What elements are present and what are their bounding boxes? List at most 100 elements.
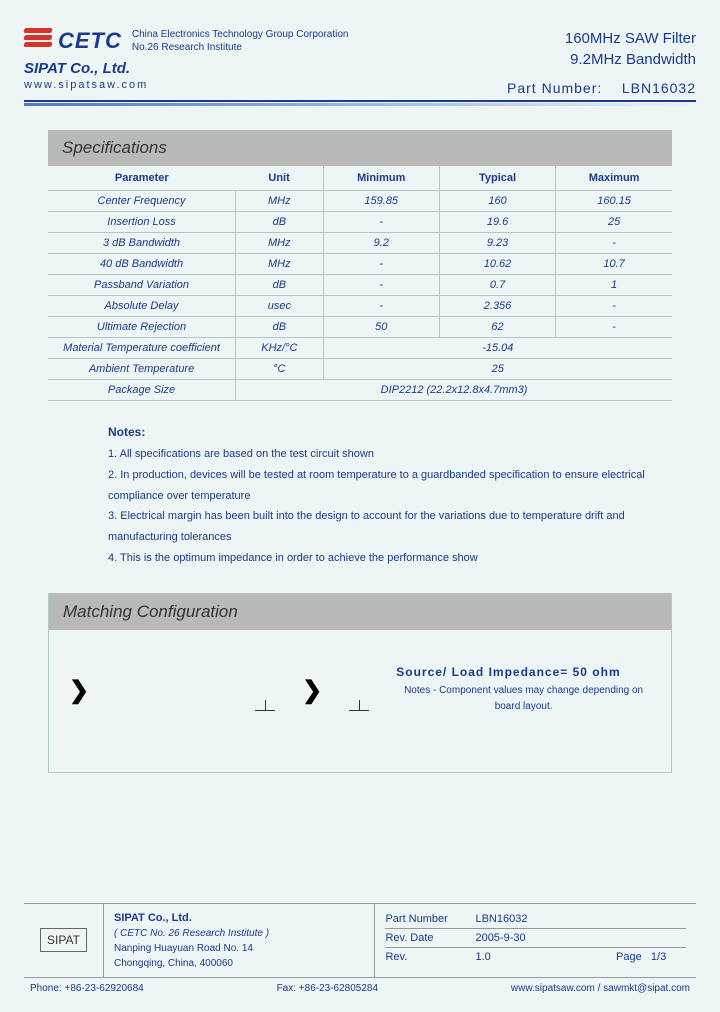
- note-item: 2. In production, devices will be tested…: [108, 465, 672, 507]
- footer-rev-value: 1.0: [475, 951, 616, 963]
- footer-logo-cell: SIPAT: [24, 904, 104, 978]
- table-cell: 10.62: [439, 254, 555, 275]
- table-cell: Center Frequency: [48, 191, 236, 212]
- col-min: Minimum: [323, 166, 439, 191]
- page-label: Page: [616, 951, 642, 963]
- footer-rev-label: Rev.: [385, 951, 475, 963]
- corp-line2: No.26 Research Institute: [132, 41, 349, 54]
- table-cell: -: [556, 233, 672, 254]
- footer-addr2: Chongqing, China, 400060: [114, 956, 364, 971]
- cetc-logo-icon: [24, 28, 52, 52]
- table-cell: usec: [236, 296, 324, 317]
- matching-content: ❯ ❯ Source/ Load Impedance= 50 ohm Notes…: [49, 630, 671, 750]
- table-cell: MHz: [236, 233, 324, 254]
- impedance-text: Source/ Load Impedance= 50 ohm Notes - C…: [396, 665, 651, 715]
- table-cell: Ambient Temperature: [48, 359, 236, 380]
- table-cell: DIP2212 (22.2x12.8x4.7mm3): [236, 380, 672, 401]
- table-cell: °C: [236, 359, 324, 380]
- sipat-url: www.sipatsaw.com: [24, 79, 349, 91]
- table-cell: dB: [236, 275, 324, 296]
- footer-box: SIPAT SIPAT Co., Ltd. ( CETC No. 26 Rese…: [24, 903, 696, 979]
- table-cell: -: [556, 317, 672, 338]
- note-item: 1. All specifications are based on the t…: [108, 444, 672, 465]
- ground-icon: [248, 700, 282, 720]
- footer-fax: Fax: +86-23-62805284: [277, 983, 378, 994]
- table-cell: 3 dB Bandwidth: [48, 233, 236, 254]
- table-cell: Absolute Delay: [48, 296, 236, 317]
- cetc-brand: CETC: [58, 28, 122, 54]
- table-cell: -: [323, 212, 439, 233]
- table-row: 3 dB BandwidthMHz9.29.23-: [48, 233, 672, 254]
- impedance-title: Source/ Load Impedance= 50 ohm: [396, 665, 651, 679]
- datasheet-page: CETC China Electronics Technology Group …: [0, 0, 720, 1012]
- logo-row: CETC China Electronics Technology Group …: [24, 28, 349, 54]
- footer: SIPAT SIPAT Co., Ltd. ( CETC No. 26 Rese…: [24, 903, 696, 995]
- col-typ: Typical: [439, 166, 555, 191]
- footer-rev-row: Rev. 1.0 Page 1/3: [385, 948, 686, 966]
- footer-page: Page 1/3: [616, 951, 686, 963]
- col-parameter: Parameter: [48, 166, 236, 191]
- part-value: LBN16032: [622, 80, 696, 96]
- sipat-company: SIPAT Co., Ltd.: [24, 60, 349, 77]
- table-cell: -: [323, 254, 439, 275]
- table-row: Ambient Temperature°C25: [48, 359, 672, 380]
- table-cell: Material Temperature coefficient: [48, 338, 236, 359]
- table-cell: MHz: [236, 254, 324, 275]
- table-cell: 19.6: [439, 212, 555, 233]
- footer-part-row: Part Number LBN16032: [385, 910, 686, 929]
- table-cell: -: [323, 275, 439, 296]
- table-cell: Ultimate Rejection: [48, 317, 236, 338]
- table-cell: 160.15: [556, 191, 672, 212]
- table-cell: 1: [556, 275, 672, 296]
- footer-institute: ( CETC No. 26 Research Institute ): [114, 926, 364, 941]
- specs-header-row: Parameter Unit Minimum Typical Maximum: [48, 166, 672, 191]
- matching-title: Matching Configuration: [49, 594, 671, 630]
- table-cell: Insertion Loss: [48, 212, 236, 233]
- table-row: Insertion LossdB-19.625: [48, 212, 672, 233]
- specs-title: Specifications: [48, 130, 672, 166]
- table-cell: dB: [236, 212, 324, 233]
- table-cell: 9.23: [439, 233, 555, 254]
- table-cell: -: [556, 296, 672, 317]
- table-cell: 160: [439, 191, 555, 212]
- ground-icon: [342, 700, 376, 720]
- table-cell: 10.7: [556, 254, 672, 275]
- table-row: Absolute Delayusec-2.356-: [48, 296, 672, 317]
- table-cell: 25: [556, 212, 672, 233]
- table-cell: KHz/°C: [236, 338, 324, 359]
- note-item: 4. This is the optimum impedance in orde…: [108, 548, 672, 569]
- notes-section: Notes: 1. All specifications are based o…: [108, 421, 672, 569]
- corp-line1: China Electronics Technology Group Corpo…: [132, 28, 349, 41]
- table-row: Package SizeDIP2212 (22.2x12.8x4.7mm3): [48, 380, 672, 401]
- table-row: 40 dB BandwidthMHz-10.6210.7: [48, 254, 672, 275]
- footer-addr1: Nanping Huayuan Road No. 14: [114, 941, 364, 956]
- notes-title: Notes:: [108, 421, 672, 444]
- table-cell: 0.7: [439, 275, 555, 296]
- footer-part-value: LBN16032: [475, 913, 686, 925]
- header-gradient: [24, 103, 696, 106]
- table-cell: 2.356: [439, 296, 555, 317]
- col-unit: Unit: [236, 166, 324, 191]
- footer-info: Part Number LBN16032 Rev. Date 2005-9-30…: [375, 904, 696, 978]
- table-cell: -15.04: [323, 338, 672, 359]
- specs-table: Parameter Unit Minimum Typical Maximum C…: [48, 166, 672, 401]
- footer-date-value: 2005-9-30: [475, 932, 686, 944]
- header-right: 160MHz SAW Filter 9.2MHz Bandwidth Part …: [507, 28, 696, 96]
- part-number: Part Number: LBN16032: [507, 80, 696, 96]
- arrow-icon: ❯: [69, 676, 89, 705]
- table-row: Passband VariationdB-0.71: [48, 275, 672, 296]
- footer-part-label: Part Number: [385, 913, 475, 925]
- circuit-diagram-left: [109, 660, 228, 720]
- table-cell: 25: [323, 359, 672, 380]
- table-cell: 62: [439, 317, 555, 338]
- product-title-1: 160MHz SAW Filter: [507, 28, 696, 49]
- footer-phone: Phone: +86-23-62920684: [30, 983, 144, 994]
- table-cell: Passband Variation: [48, 275, 236, 296]
- table-cell: MHz: [236, 191, 324, 212]
- matching-section: Matching Configuration ❯ ❯ Source/ Load …: [48, 593, 672, 773]
- part-label: Part Number:: [507, 80, 602, 96]
- table-row: Ultimate RejectiondB5062-: [48, 317, 672, 338]
- corp-text: China Electronics Technology Group Corpo…: [132, 28, 349, 54]
- table-cell: 50: [323, 317, 439, 338]
- table-cell: Package Size: [48, 380, 236, 401]
